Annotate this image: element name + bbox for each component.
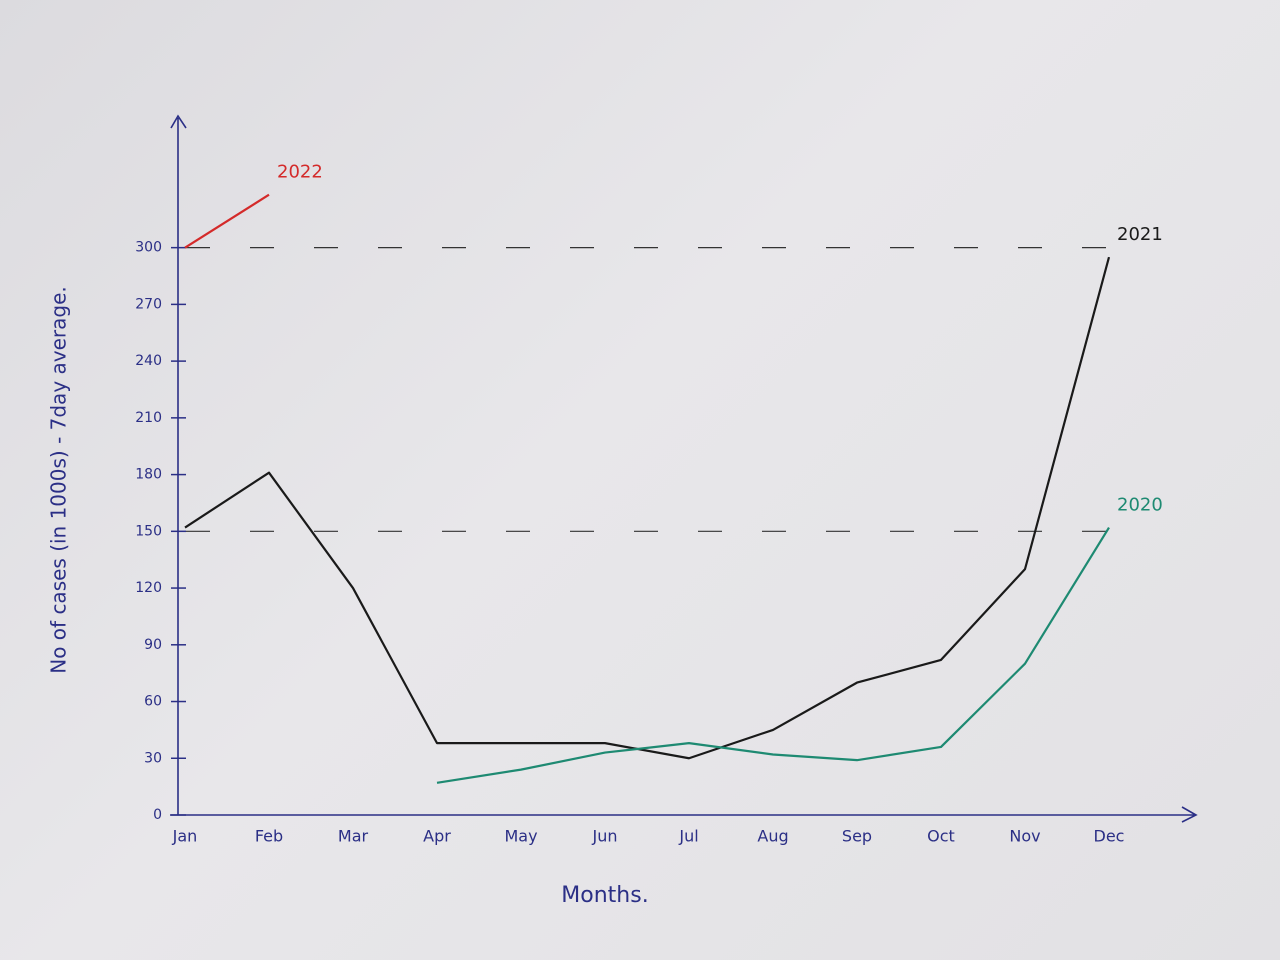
x-tick-label: Jan bbox=[172, 827, 198, 846]
y-tick-label: 300 bbox=[135, 240, 162, 256]
x-tick-label: Jun bbox=[592, 827, 618, 846]
x-tick-label: Oct bbox=[927, 827, 955, 846]
y-tick-label: 60 bbox=[144, 694, 162, 710]
series-label: 2020 bbox=[1117, 495, 1163, 516]
x-tick-label: Apr bbox=[423, 827, 451, 846]
y-tick-label: 30 bbox=[144, 750, 162, 766]
series-label: 2021 bbox=[1117, 224, 1163, 245]
y-tick-label: 90 bbox=[144, 637, 162, 653]
y-tick-label: 270 bbox=[135, 296, 162, 312]
x-tick-label: Jul bbox=[678, 827, 698, 846]
y-tick-label: 180 bbox=[135, 467, 162, 483]
y-tick-label: 240 bbox=[135, 353, 162, 369]
x-tick-label: May bbox=[504, 827, 537, 846]
x-tick-label: Feb bbox=[255, 827, 283, 846]
x-axis bbox=[170, 806, 1198, 823]
series-line bbox=[184, 193, 270, 249]
x-tick-label: Aug bbox=[757, 827, 788, 846]
x-tick-label: Dec bbox=[1094, 827, 1125, 846]
series-label: 2022 bbox=[277, 162, 323, 183]
y-axis-title: No of cases (in 1000s) - 7day average. bbox=[47, 286, 71, 674]
y-tick-label: 120 bbox=[135, 580, 162, 596]
x-tick-label: Mar bbox=[338, 827, 369, 846]
series-line bbox=[436, 526, 1110, 784]
x-axis-title: Months. bbox=[561, 883, 648, 908]
y-tick-label: 210 bbox=[135, 410, 162, 426]
y-axis bbox=[170, 114, 187, 815]
x-tick-label: Nov bbox=[1009, 827, 1040, 846]
series-line bbox=[184, 256, 1111, 760]
y-tick-label: 150 bbox=[135, 523, 162, 539]
x-tick-label: Sep bbox=[842, 827, 872, 846]
y-tick-label: 0 bbox=[153, 807, 162, 823]
